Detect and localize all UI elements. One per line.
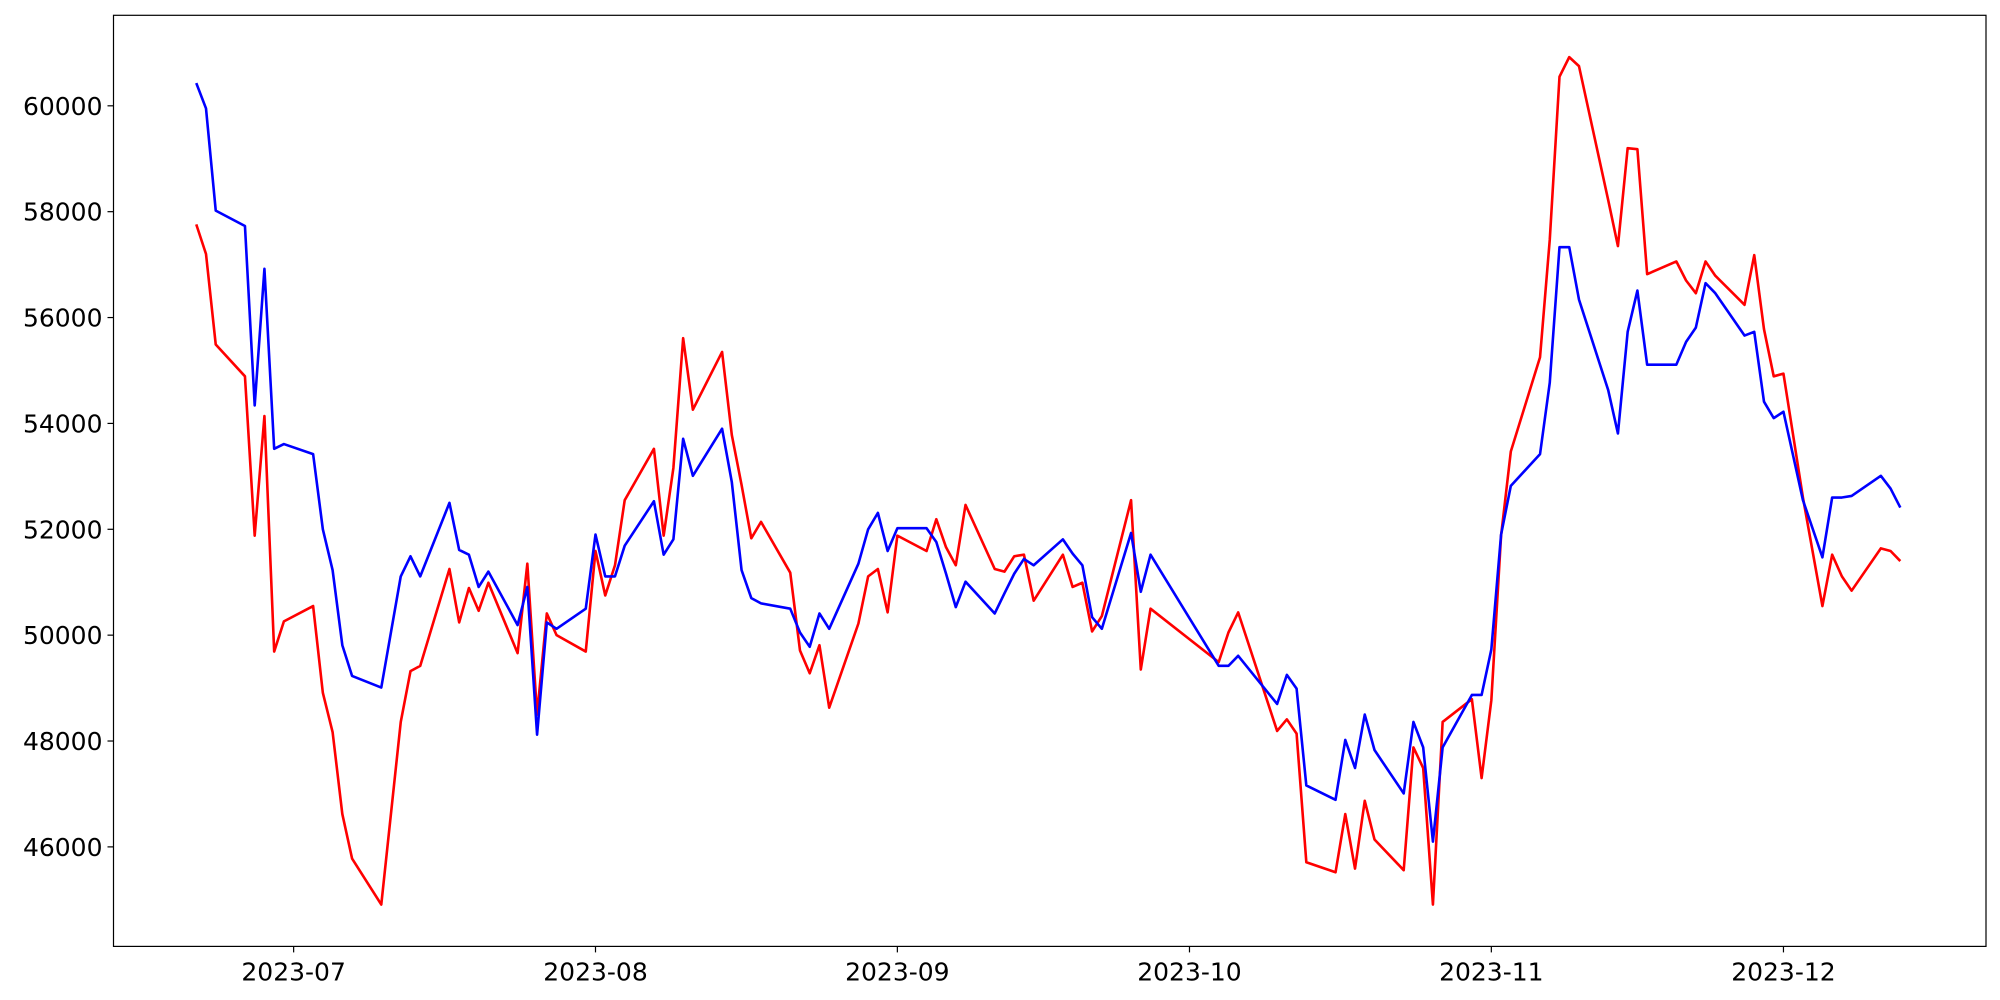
y-tick-label: 46000: [23, 833, 103, 862]
y-tick-label: 48000: [23, 727, 103, 756]
x-tick-label: 2023-07: [241, 957, 345, 986]
y-tick-label: 52000: [23, 515, 103, 544]
y-tick-label: 58000: [23, 198, 103, 227]
plot-frame: [112, 14, 1987, 947]
y-tick-label: 56000: [23, 304, 103, 333]
data-line: [195, 82, 1902, 843]
x-tick-label: 2023-09: [845, 957, 949, 986]
data-line: [195, 55, 1902, 906]
x-tick-label: 2023-08: [543, 957, 647, 986]
x-tick-label: 2023-11: [1439, 957, 1543, 986]
x-tick-label: 2023-10: [1137, 957, 1241, 986]
x-tick-label: 2023-12: [1731, 957, 1835, 986]
y-tick-label: 54000: [23, 409, 103, 438]
y-tick-label: 60000: [23, 92, 103, 121]
y-tick-label: 50000: [23, 621, 103, 650]
